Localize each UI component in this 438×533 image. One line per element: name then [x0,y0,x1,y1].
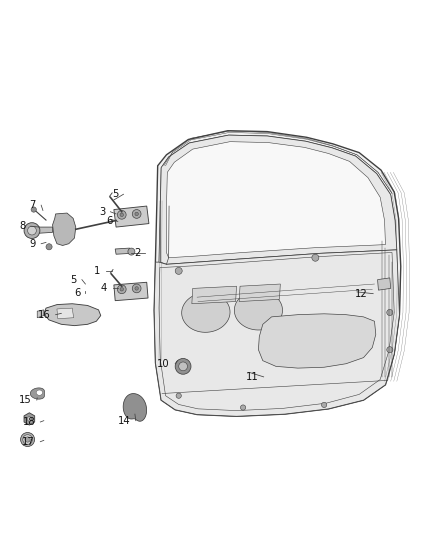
Polygon shape [166,142,385,258]
Polygon shape [37,310,44,318]
Text: 2: 2 [134,248,140,259]
Polygon shape [239,284,280,302]
Polygon shape [123,393,147,421]
Text: 5: 5 [70,274,77,285]
Polygon shape [154,131,401,416]
Circle shape [128,248,135,255]
Text: 15: 15 [19,395,32,405]
Polygon shape [44,304,101,326]
Polygon shape [234,290,283,330]
Circle shape [31,207,36,212]
Circle shape [179,362,187,371]
Circle shape [135,212,138,216]
Polygon shape [192,286,237,304]
Polygon shape [378,278,391,290]
Circle shape [28,226,36,235]
Circle shape [175,359,191,374]
Circle shape [135,287,138,290]
Circle shape [117,285,126,294]
Circle shape [46,244,52,250]
Circle shape [21,432,35,447]
Text: 6: 6 [74,288,80,298]
Circle shape [387,346,393,353]
Circle shape [24,223,40,238]
Circle shape [132,284,141,293]
Circle shape [176,393,181,398]
Circle shape [240,405,246,410]
Polygon shape [114,282,148,301]
Polygon shape [36,390,42,395]
Polygon shape [33,227,53,233]
Text: 12: 12 [355,289,368,298]
Text: 17: 17 [22,437,35,447]
Polygon shape [30,388,44,399]
Polygon shape [258,314,376,368]
Text: 8: 8 [19,221,25,231]
Text: 7: 7 [29,200,36,210]
Text: 9: 9 [29,239,36,249]
Text: 14: 14 [118,416,131,426]
Text: 5: 5 [112,189,118,199]
Text: 4: 4 [101,284,107,293]
Text: 1: 1 [94,266,101,276]
Polygon shape [114,206,149,227]
Polygon shape [53,213,76,246]
Text: 10: 10 [157,359,170,369]
Circle shape [120,287,124,291]
Circle shape [120,213,124,216]
Circle shape [117,211,126,219]
Circle shape [175,268,182,274]
Text: 3: 3 [99,207,105,217]
Text: 11: 11 [246,372,258,382]
Circle shape [23,435,32,445]
Polygon shape [182,293,230,332]
Circle shape [27,417,32,421]
Text: 6: 6 [106,216,113,227]
Polygon shape [24,413,35,425]
Polygon shape [154,250,399,416]
Polygon shape [57,308,74,319]
Circle shape [25,437,30,442]
Text: 16: 16 [38,310,50,320]
Text: 18: 18 [22,417,35,427]
Polygon shape [115,248,131,254]
Circle shape [321,402,327,408]
Circle shape [132,209,141,219]
Circle shape [387,310,393,316]
Polygon shape [160,135,397,264]
Circle shape [312,254,319,261]
